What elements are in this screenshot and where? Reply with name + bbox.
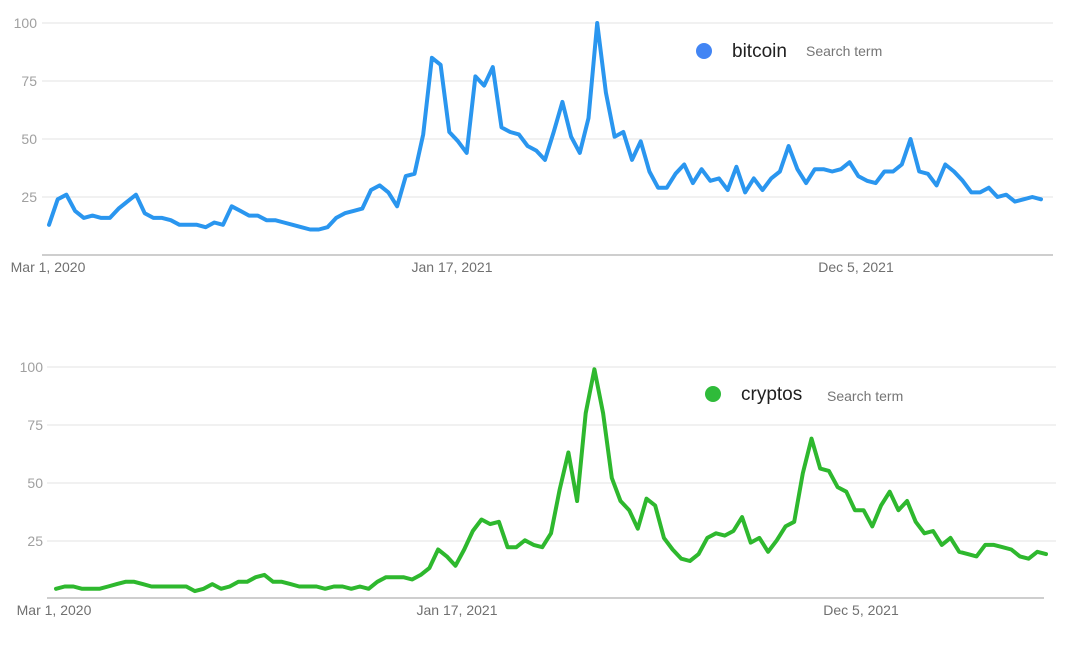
legend-dot-cryptos [705,386,721,402]
x-tick-2: Jan 17, 2021 [412,259,493,275]
cryptos-chart: 100 75 50 25 Mar 1, 2020 Jan 17, 2021 De… [17,359,1056,618]
y-tick-100: 100 [14,15,38,31]
legend-dot-bitcoin [696,43,712,59]
y-tick-75: 75 [27,417,43,433]
legend-series-name: cryptos [741,384,802,405]
y-tick-75: 75 [21,73,37,89]
y-tick-25: 25 [21,189,37,205]
series-line-bitcoin [47,21,1043,232]
x-tick-3: Dec 5, 2021 [818,259,894,275]
x-tick-1: Mar 1, 2020 [11,259,86,275]
x-tick-1: Mar 1, 2020 [17,602,92,618]
legend-series-name: bitcoin [732,41,787,62]
legend-series-label: Search term [827,388,903,404]
bitcoin-chart: 100 75 50 25 Mar 1, 2020 Jan 17, 2021 De… [11,15,1053,275]
x-tick-2: Jan 17, 2021 [417,602,498,618]
y-tick-100: 100 [20,359,44,375]
legend-series-label: Search term [806,43,882,59]
y-tick-25: 25 [27,533,43,549]
x-tick-3: Dec 5, 2021 [823,602,899,618]
series-line-cryptos [54,367,1048,594]
y-tick-50: 50 [27,475,43,491]
y-tick-50: 50 [21,131,37,147]
